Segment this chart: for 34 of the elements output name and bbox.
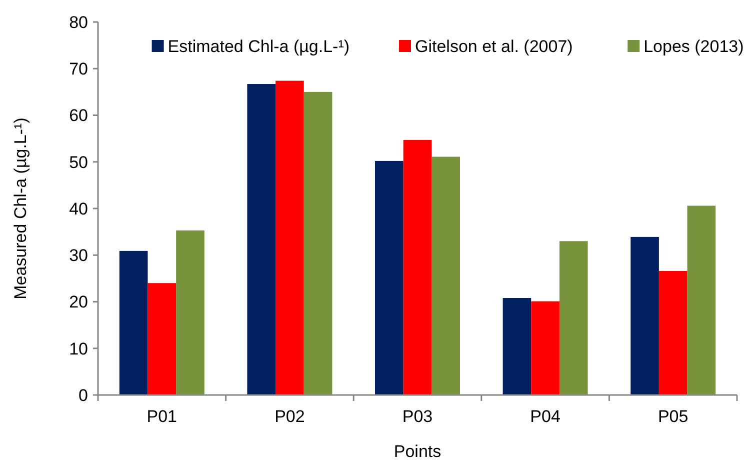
bar	[304, 92, 332, 395]
y-tick-label: 0	[78, 386, 88, 405]
bar	[247, 84, 276, 395]
y-tick-label: 30	[69, 246, 88, 266]
x-tick-label: P02	[274, 407, 305, 426]
bar	[559, 241, 588, 395]
legend-label: Gitelson et al. (2007)	[415, 36, 573, 56]
bar	[531, 301, 560, 395]
bar	[119, 250, 148, 395]
y-tick-label: 60	[69, 106, 88, 126]
y-tick-label: 10	[69, 339, 88, 358]
bar	[502, 298, 532, 395]
x-tick-label: P04	[530, 407, 560, 426]
bar	[176, 230, 204, 395]
bar	[375, 160, 404, 395]
bar	[276, 80, 304, 395]
x-axis-title: Points	[394, 442, 442, 461]
legend-label: Estimated Chl-a (µg.L-¹)	[168, 36, 350, 56]
legend-label: Lopes (2013)	[644, 36, 744, 56]
bar	[403, 140, 432, 395]
y-tick-label: 70	[69, 60, 88, 79]
bar	[687, 206, 716, 395]
y-axis-title: Measured Chl-a (µg.L-¹)	[11, 118, 30, 300]
y-tick-label: 20	[69, 292, 88, 312]
bar	[630, 236, 659, 395]
y-tick-label: 50	[69, 152, 88, 172]
x-tick-label: P05	[658, 407, 688, 426]
x-tick-label: P01	[146, 407, 178, 426]
y-tick-label: 80	[69, 12, 88, 32]
y-tick-label: 40	[69, 199, 88, 218]
bar	[658, 270, 688, 395]
bar	[148, 283, 176, 395]
x-tick-label: P03	[402, 407, 433, 426]
bar	[432, 156, 460, 395]
